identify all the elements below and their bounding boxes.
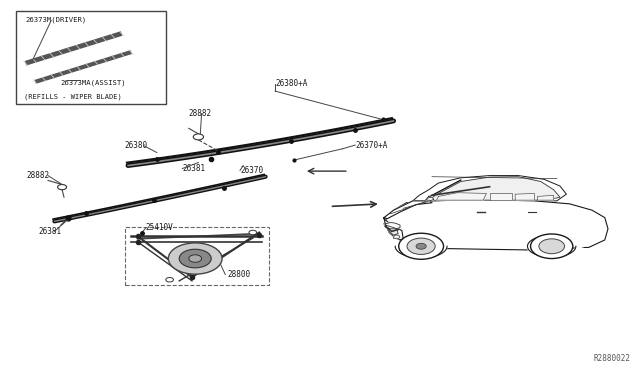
Text: 26380: 26380 bbox=[125, 141, 148, 150]
Text: 28800: 28800 bbox=[227, 270, 250, 279]
Polygon shape bbox=[538, 195, 554, 200]
Circle shape bbox=[179, 249, 211, 268]
Text: 26381: 26381 bbox=[38, 227, 61, 236]
Polygon shape bbox=[429, 177, 560, 201]
Text: 28882: 28882 bbox=[189, 109, 212, 118]
Circle shape bbox=[249, 230, 257, 235]
Text: R2880022: R2880022 bbox=[593, 354, 630, 363]
Text: 26373M(DRIVER): 26373M(DRIVER) bbox=[26, 17, 87, 23]
Text: 28882: 28882 bbox=[27, 171, 50, 180]
Circle shape bbox=[416, 243, 426, 249]
Circle shape bbox=[539, 239, 564, 254]
Text: 26380+A: 26380+A bbox=[275, 79, 308, 88]
Polygon shape bbox=[426, 197, 434, 201]
Circle shape bbox=[58, 185, 67, 190]
Polygon shape bbox=[515, 193, 534, 200]
Bar bbox=[16, 11, 166, 104]
Polygon shape bbox=[413, 176, 566, 201]
Circle shape bbox=[193, 134, 204, 140]
Circle shape bbox=[168, 243, 222, 274]
Circle shape bbox=[531, 234, 573, 259]
Text: 26381: 26381 bbox=[182, 164, 205, 173]
Circle shape bbox=[407, 238, 435, 254]
Polygon shape bbox=[385, 224, 398, 235]
Text: 26373MA(ASSIST): 26373MA(ASSIST) bbox=[61, 80, 127, 86]
Polygon shape bbox=[394, 235, 400, 239]
Circle shape bbox=[189, 255, 202, 262]
Polygon shape bbox=[384, 218, 403, 240]
Circle shape bbox=[399, 233, 444, 259]
Polygon shape bbox=[384, 200, 608, 250]
Polygon shape bbox=[395, 246, 447, 258]
Polygon shape bbox=[490, 193, 512, 200]
Polygon shape bbox=[385, 222, 400, 229]
Circle shape bbox=[166, 278, 173, 282]
Bar bbox=[125, 227, 269, 285]
Polygon shape bbox=[527, 236, 589, 257]
Text: 26370+A: 26370+A bbox=[355, 141, 388, 150]
Polygon shape bbox=[384, 201, 432, 219]
Text: (REFILLS - WIPER BLADE): (REFILLS - WIPER BLADE) bbox=[24, 93, 122, 100]
Text: 25410V: 25410V bbox=[146, 223, 173, 232]
Polygon shape bbox=[436, 193, 486, 200]
Text: 26370: 26370 bbox=[240, 166, 263, 175]
